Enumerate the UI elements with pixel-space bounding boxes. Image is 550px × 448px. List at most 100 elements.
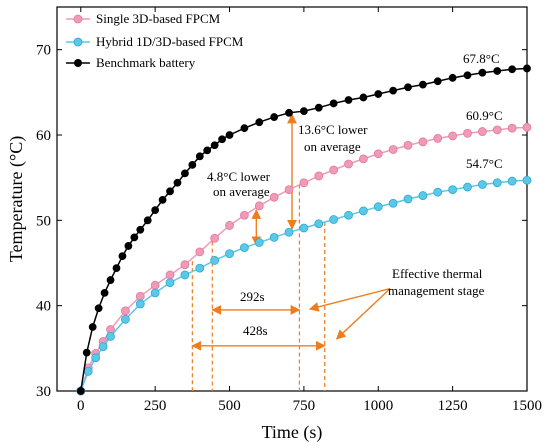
- series-2-point-0: [76, 387, 85, 395]
- series-2-point-42: [523, 64, 531, 73]
- series-0-point-8: [165, 270, 175, 280]
- series-1-point-3: [98, 342, 108, 352]
- series-1-point-5: [121, 314, 130, 324]
- annot-diff-large-line1: 13.6°C lower: [298, 122, 368, 137]
- series-0-point-6: [135, 291, 145, 301]
- series-1-point-2: [91, 353, 101, 363]
- series-1-point-20: [344, 210, 353, 220]
- series-0-point-30: [492, 125, 502, 135]
- x-tick-label-1500: 1500: [512, 398, 542, 414]
- series-2-point-30: [344, 96, 353, 104]
- legend-label-single-3d: Single 3D-based FPCM: [96, 11, 221, 26]
- series-2-point-22: [225, 131, 234, 139]
- y-tick-label-50: 50: [36, 213, 51, 229]
- pointer-stage-short: [308, 287, 391, 312]
- legend: Single 3D-based FPCM Hybrid 1D/3D-based …: [66, 11, 244, 70]
- series-0-point-7: [150, 280, 160, 290]
- legend-marker-single-3d: [73, 14, 83, 24]
- series-0-point-10: [195, 247, 205, 257]
- series-2-point-10: [136, 225, 145, 234]
- legend-label-benchmark: Benchmark battery: [96, 55, 196, 70]
- series-1-point-10: [195, 263, 205, 273]
- series-0-point-25: [418, 137, 428, 147]
- series-1-point-31: [507, 176, 517, 186]
- series-2-point-2: [88, 323, 97, 331]
- series-0-point-16: [284, 185, 294, 195]
- series-0-point-32: [522, 122, 532, 132]
- legend-marker-hybrid: [73, 37, 83, 47]
- series-1-point-23: [388, 198, 398, 208]
- series-2-point-19: [203, 146, 212, 155]
- series-2-point-1: [82, 348, 91, 357]
- series-2-point-27: [299, 107, 308, 116]
- series-0-point-11: [210, 233, 220, 243]
- series-2-point-8: [124, 242, 133, 250]
- series-1-point-14: [254, 238, 264, 247]
- series-2-point-21: [218, 135, 226, 144]
- y-tick-label-40: 40: [36, 299, 51, 315]
- series-1-point-22: [373, 202, 383, 212]
- series-1-point-21: [358, 206, 368, 216]
- series-1-point-32: [522, 175, 532, 185]
- series-2-point-40: [493, 67, 502, 75]
- series-1-point-27: [448, 185, 458, 195]
- series-2-point-26: [285, 108, 293, 117]
- series-1-point-19: [329, 215, 339, 224]
- series-1: [76, 175, 532, 396]
- series-2-point-12: [151, 206, 160, 214]
- series-2: [76, 64, 531, 395]
- plot-frame: [56, 6, 528, 392]
- series-0-point-26: [433, 134, 443, 143]
- series-0-point-29: [477, 127, 487, 136]
- series-0-point-13: [240, 210, 249, 220]
- series-2-point-34: [404, 83, 412, 92]
- series-2-point-28: [314, 103, 323, 112]
- series-2-point-13: [158, 195, 167, 204]
- series-1-point-4: [106, 331, 115, 341]
- series-1-point-7: [150, 288, 160, 298]
- series-0-point-9: [180, 260, 190, 270]
- series-2-point-35: [418, 80, 427, 89]
- series-1-point-17: [299, 223, 309, 233]
- y-tick-label-60: 60: [36, 128, 51, 144]
- series-2-point-31: [359, 93, 368, 102]
- series-0-point-31: [507, 123, 517, 133]
- series-0-point-22: [373, 149, 383, 159]
- series-layer: [76, 64, 532, 396]
- series-2-point-25: [270, 113, 279, 121]
- series-0-point-21: [358, 154, 368, 164]
- series-2-point-18: [195, 152, 204, 161]
- x-axis-title: Time (s): [262, 422, 323, 443]
- legend-label-hybrid: Hybrid 1D/3D-based FPCM: [96, 34, 244, 49]
- annot-stage-line1: Effective thermal: [392, 266, 483, 281]
- series-2-point-16: [181, 169, 189, 178]
- series-2-point-6: [112, 264, 121, 273]
- series-1-point-29: [477, 180, 487, 189]
- series-1-point-26: [433, 187, 443, 197]
- annotation-lines: [191, 113, 391, 391]
- series-2-point-24: [255, 118, 264, 127]
- series-2-point-4: [100, 288, 109, 297]
- series-1-point-6: [135, 299, 145, 309]
- series-0-point-17: [299, 178, 309, 188]
- series-2-point-33: [389, 86, 398, 95]
- series-2-point-15: [173, 178, 182, 187]
- end-label-hybrid: 54.7°C: [466, 156, 503, 171]
- annot-diff-small-line2: on average: [213, 184, 270, 199]
- series-0-point-24: [403, 140, 413, 150]
- series-2-point-9: [130, 233, 139, 242]
- series-2-point-11: [143, 216, 152, 225]
- series-1-point-28: [463, 182, 472, 192]
- series-0-point-14: [254, 201, 264, 211]
- annot-stage-line2: management stage: [388, 283, 485, 298]
- x-tick-label-250: 250: [144, 398, 167, 414]
- axis-ticks: 0 250 500 750 1000 1250 1500 30 40 50 60 70: [36, 7, 542, 414]
- series-1-point-9: [180, 270, 190, 280]
- series-1-point-30: [492, 178, 502, 188]
- annot-diff-large-line2: on average: [304, 139, 361, 154]
- series-1-point-15: [269, 232, 279, 242]
- series-2-point-20: [210, 141, 219, 150]
- series-1-point-12: [225, 249, 234, 259]
- series-2-point-32: [374, 90, 383, 98]
- series-1-point-8: [165, 278, 175, 288]
